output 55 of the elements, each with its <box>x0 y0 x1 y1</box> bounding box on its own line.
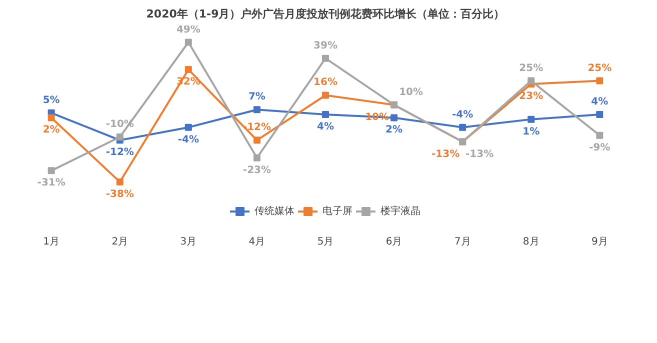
point <box>48 114 55 122</box>
data-label: -4% <box>452 109 474 120</box>
point <box>253 154 260 162</box>
data-label: 10% <box>399 86 424 98</box>
legend-label: 楼宇液晶 <box>380 204 420 218</box>
point <box>184 124 192 131</box>
data-label: -9% <box>589 142 610 154</box>
data-label: 4% <box>317 122 334 132</box>
point <box>528 116 535 123</box>
point <box>596 132 604 139</box>
x-tick-label: 1月 <box>43 236 60 248</box>
data-label: 25% <box>588 62 612 74</box>
point <box>322 54 329 62</box>
point <box>322 92 329 99</box>
point <box>528 77 535 84</box>
data-label: -38% <box>106 188 134 200</box>
data-label: 39% <box>314 40 338 52</box>
data-label: 2% <box>386 124 403 136</box>
x-tick-label: 8月 <box>522 236 540 248</box>
chart-title: 2020年（1-9月）户外广告月度投放刊例花费环比增长（单位：百分比） <box>146 8 505 20</box>
x-tick-label: 9月 <box>591 236 608 248</box>
point <box>596 111 604 118</box>
data-label: 7% <box>248 92 266 103</box>
point <box>184 38 192 46</box>
point <box>596 77 604 84</box>
point <box>116 178 124 186</box>
data-label: -31% <box>37 178 66 189</box>
data-label: -13% <box>466 148 494 160</box>
data-label: 1% <box>522 126 540 138</box>
x-tick-label: 6月 <box>386 236 402 248</box>
data-label: -4% <box>178 134 199 146</box>
data-label: 25% <box>519 62 544 74</box>
point <box>48 167 55 174</box>
data-label: -13% <box>432 148 460 160</box>
data-label: 5% <box>42 94 60 106</box>
x-tick-label: 2月 <box>112 236 128 248</box>
point <box>459 124 466 131</box>
legend-label: 电子屏 <box>322 204 352 218</box>
point <box>322 111 329 118</box>
data-label: -23% <box>242 164 272 176</box>
point <box>253 136 260 144</box>
point <box>184 66 192 74</box>
data-label: 2% <box>42 124 60 136</box>
data-label: 23% <box>519 91 544 102</box>
data-label: -12% <box>106 147 134 158</box>
x-tick-label: 5月 <box>317 236 334 248</box>
point <box>253 106 260 114</box>
x-tick-label: 7月 <box>454 236 471 248</box>
data-label: 16% <box>314 77 338 88</box>
legend-label: 传统媒体 <box>254 204 294 218</box>
data-label: 4% <box>591 96 608 108</box>
x-tick-label: 4月 <box>248 236 266 248</box>
x-tick-label: 3月 <box>180 236 197 248</box>
point <box>116 133 124 140</box>
point <box>390 114 398 122</box>
